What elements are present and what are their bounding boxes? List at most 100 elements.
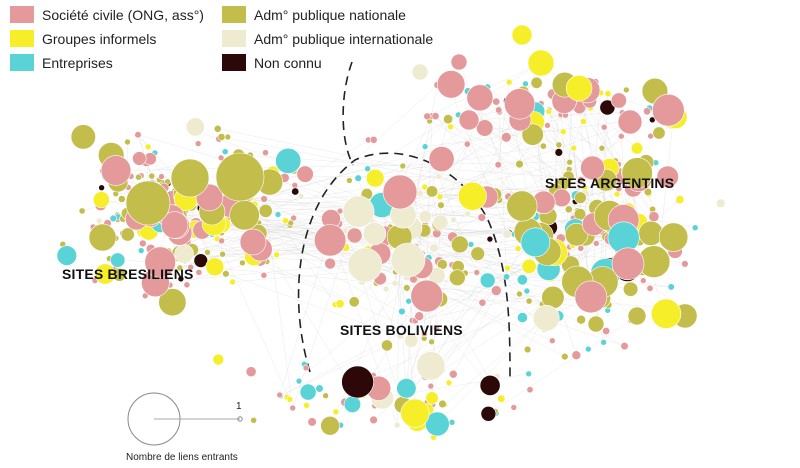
- network-edge: [214, 110, 669, 267]
- network-node-national: [438, 399, 447, 409]
- network-node-civil: [382, 174, 418, 210]
- network-node-national: [120, 227, 135, 242]
- network-node-informal: [229, 278, 236, 286]
- network-node-business: [275, 147, 302, 174]
- network-node-civil: [526, 386, 534, 394]
- network-node-civil: [291, 182, 299, 189]
- network-node-civil: [448, 369, 458, 379]
- network-node-civil: [639, 277, 647, 284]
- network-edge: [329, 263, 403, 426]
- network-node-international: [464, 210, 472, 218]
- legend-label-civil: Société civile (ONG, ass°): [42, 6, 204, 23]
- network-node-business: [600, 338, 607, 346]
- network-node-business: [520, 227, 551, 258]
- network-node-unknown: [480, 405, 497, 422]
- network-node-civil: [410, 279, 444, 313]
- network-node-business: [516, 274, 528, 286]
- legend-item-informal: Groupes informels: [10, 30, 156, 47]
- network-node-business: [424, 411, 450, 437]
- network-edge: [280, 345, 388, 397]
- legend-item-international: Adm° publique internationale: [222, 30, 433, 47]
- network-node-national: [566, 158, 574, 166]
- network-node-civil: [139, 239, 147, 248]
- network-edge: [242, 84, 438, 264]
- network-node-informal: [514, 245, 522, 252]
- network-node-civil: [552, 188, 571, 208]
- network-node-civil: [414, 311, 425, 322]
- network-node-national: [403, 284, 411, 292]
- network-node-civil: [427, 382, 435, 390]
- network-node-national: [381, 339, 393, 352]
- network-node-national: [124, 138, 131, 146]
- network-node-national: [215, 152, 265, 202]
- network-node-international: [416, 189, 424, 198]
- network-node-civil: [433, 325, 441, 332]
- network-node-informal: [94, 263, 116, 285]
- network-node-national: [258, 203, 273, 218]
- network-node-national: [148, 172, 156, 180]
- network-node-national: [450, 235, 469, 254]
- network-node-international: [418, 210, 432, 224]
- network-node-business: [299, 383, 317, 401]
- network-node-informal: [425, 391, 439, 405]
- network-node-civil: [490, 285, 502, 296]
- network-node-informal: [527, 49, 555, 77]
- network-node-business: [354, 174, 362, 182]
- network-node-business: [137, 247, 145, 254]
- network-node-national: [348, 296, 360, 308]
- network-node-national: [622, 86, 630, 94]
- network-node-international: [435, 173, 443, 180]
- network-node-national: [78, 207, 86, 215]
- network-node-business: [315, 384, 324, 393]
- network-node-national: [587, 315, 605, 333]
- legend-swatch-international: [222, 30, 246, 47]
- network-node-international: [96, 217, 103, 225]
- network-node-civil: [610, 92, 627, 109]
- network-node-national: [470, 246, 485, 261]
- network-node-civil: [501, 132, 512, 143]
- network-node-business: [503, 273, 511, 281]
- network-node-civil: [611, 247, 645, 281]
- network-node-civil: [620, 342, 629, 351]
- network-node-national: [88, 223, 117, 252]
- network-node-unknown: [479, 374, 501, 396]
- network-edge: [225, 273, 412, 341]
- legend-swatch-unknown: [222, 54, 246, 71]
- legend-item-civil: Société civile (ONG, ass°): [10, 6, 204, 23]
- network-edge: [410, 84, 438, 228]
- network-node-informal: [504, 264, 511, 272]
- legend-label-unknown: Non connu: [254, 54, 322, 71]
- network-edge: [453, 230, 531, 375]
- network-node-informal: [497, 394, 506, 403]
- network-node-unknown: [291, 187, 300, 196]
- network-node-civil: [262, 149, 269, 157]
- network-node-civil: [290, 214, 297, 222]
- network-edge: [374, 224, 624, 406]
- network-node-national: [516, 290, 523, 298]
- network-node-national: [574, 191, 587, 204]
- network-edge: [367, 62, 542, 169]
- network-edge: [402, 280, 488, 406]
- network-node-civil: [646, 284, 654, 292]
- legend-swatch-civil: [10, 6, 34, 23]
- network-node-civil: [187, 263, 195, 271]
- network-node-civil: [144, 246, 176, 278]
- network-node-business: [691, 224, 699, 231]
- network-edge: [440, 134, 533, 206]
- network-node-business: [56, 245, 78, 266]
- network-node-informal: [545, 108, 553, 115]
- legend-label-informal: Groupes informels: [42, 30, 157, 47]
- network-node-civil: [100, 155, 132, 186]
- legend-item-business: Entreprises: [10, 54, 113, 71]
- legend-swatch-informal: [10, 30, 34, 47]
- network-node-civil: [239, 228, 267, 256]
- network-node-informal: [447, 123, 454, 131]
- network-node-civil: [580, 155, 605, 181]
- network-node-international: [297, 193, 305, 200]
- scale-value-label: 1: [236, 401, 242, 412]
- network-node-civil: [195, 268, 203, 276]
- network-node-unknown: [193, 253, 209, 268]
- network-node-business: [343, 395, 362, 414]
- network-node-civil: [574, 280, 608, 314]
- network-node-national: [425, 185, 438, 198]
